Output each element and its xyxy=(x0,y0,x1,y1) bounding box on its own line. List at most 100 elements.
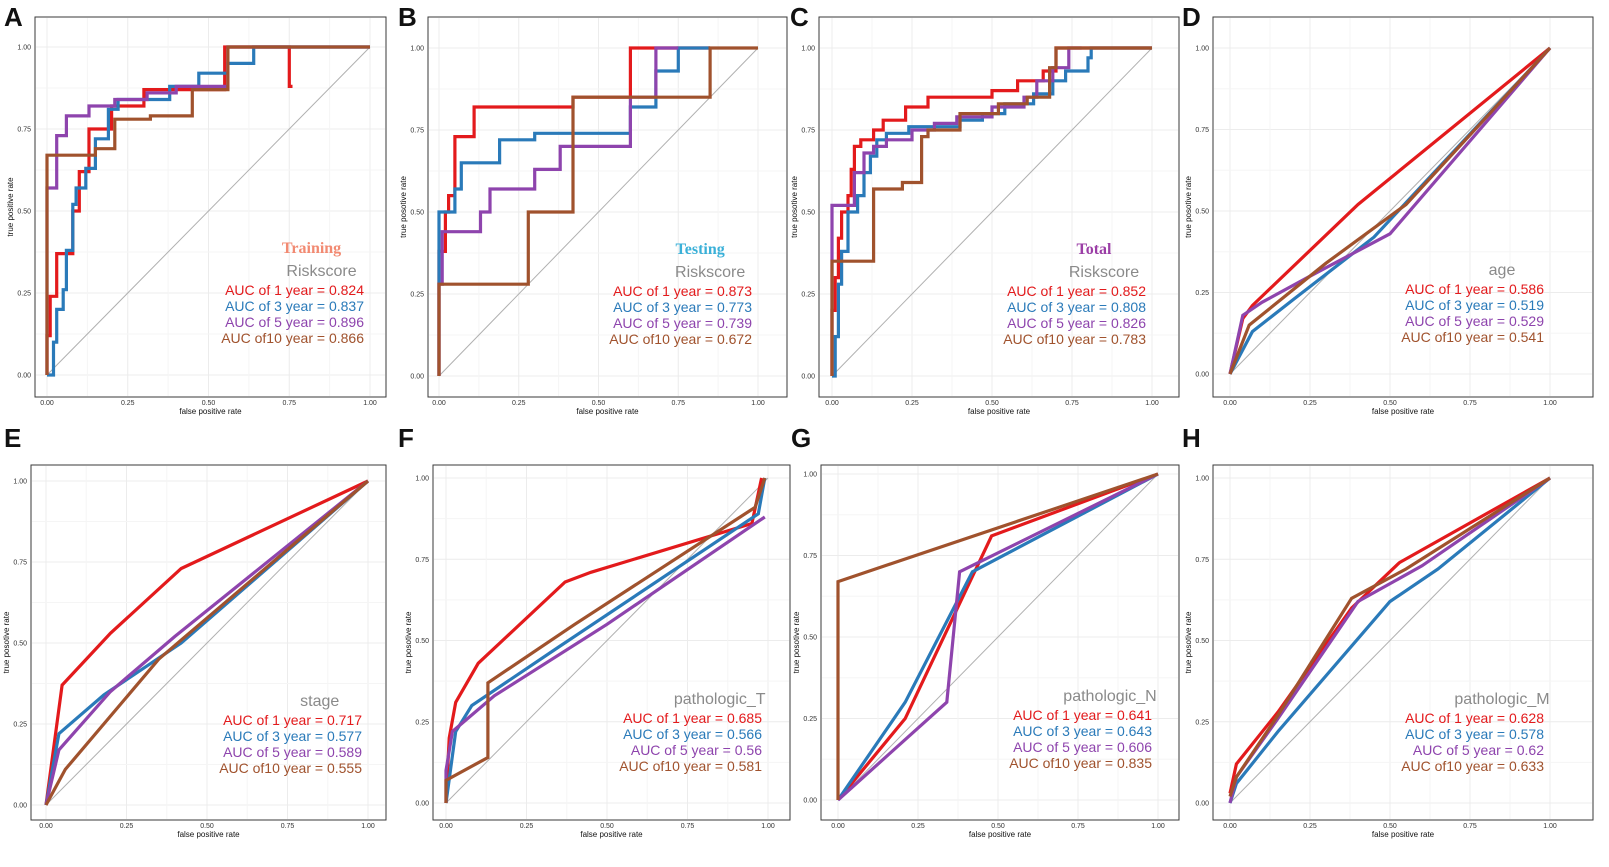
y-tick-label: 0.00 xyxy=(803,798,817,805)
roc-curve-year10 xyxy=(830,46,1152,376)
x-axis-title: false positive rate xyxy=(177,830,240,839)
roc-curve-year10 xyxy=(44,479,370,806)
roc-curve-year1 xyxy=(830,46,1152,376)
roc-panel-h: 0.00 0.00 0.25 0.25 0.50 0.50 0.75 0.75 1.00 1.00… xyxy=(1182,423,1594,839)
legend-auc-year1: AUC of 1 year = 0.873 xyxy=(613,283,752,299)
panel-letter: B xyxy=(398,2,417,32)
roc-panel-d: 0.00 0.00 0.25 0.25 0.50 0.50 0.75 0.75 1.00 1.00… xyxy=(1182,2,1594,416)
roc-curve-year5 xyxy=(830,46,1082,376)
roc-curve-year3 xyxy=(444,477,767,804)
x-axis-title: false positive rate xyxy=(1372,830,1435,839)
legend-variable-title: Riskscore xyxy=(675,264,745,281)
y-axis-title: true posotive rate xyxy=(792,611,801,673)
roc-curve-year5 xyxy=(444,515,766,803)
y-tick-label: 0.75 xyxy=(415,557,429,564)
legend-dataset-title: Training xyxy=(282,240,341,257)
roc-curve-year5 xyxy=(1228,46,1552,375)
reference-diagonal xyxy=(1229,477,1551,804)
y-tick-label: 0.25 xyxy=(1195,290,1209,297)
roc-curve-year3 xyxy=(832,46,1152,378)
legend-auc-year1: AUC of 1 year = 0.641 xyxy=(1013,707,1152,723)
x-tick-label: 0.00 xyxy=(432,400,446,407)
panel-frame xyxy=(1212,464,1594,821)
panel-letter: C xyxy=(790,2,809,32)
x-tick-label: 1.00 xyxy=(361,823,375,830)
x-tick-label: 0.00 xyxy=(825,400,839,407)
legend-auc-year10: AUC of10 year = 0.541 xyxy=(1401,329,1544,345)
y-tick-label: 0.75 xyxy=(1195,557,1209,564)
y-tick-label: 1.00 xyxy=(803,472,817,479)
panel-letter: A xyxy=(4,2,23,32)
roc-curve-year10 xyxy=(1228,476,1551,797)
y-axis-title: true posotive rate xyxy=(2,611,11,673)
legend-auc-year3: AUC of 3 year = 0.577 xyxy=(223,728,362,744)
x-tick-label: 0.50 xyxy=(202,400,216,407)
panel-letter: F xyxy=(398,423,414,453)
x-tick-label: 0.75 xyxy=(281,823,295,830)
roc-curve-year1 xyxy=(1228,476,1551,794)
y-tick-label: 0.50 xyxy=(410,210,424,217)
y-tick-label: 0.00 xyxy=(415,801,429,808)
x-axis-title: false positive rate xyxy=(969,830,1032,839)
y-tick-label: 0.25 xyxy=(17,291,31,298)
x-tick-label: 0.50 xyxy=(1383,823,1397,830)
x-tick-label: 0.25 xyxy=(512,400,526,407)
x-tick-label: 1.00 xyxy=(1543,823,1557,830)
legend-auc-year1: AUC of 1 year = 0.824 xyxy=(225,282,364,298)
y-tick-label: 0.75 xyxy=(410,128,424,135)
y-tick-label: 0.50 xyxy=(415,638,429,645)
legend-auc-year3: AUC of 3 year = 0.837 xyxy=(225,298,364,314)
y-axis-title: true posotive rate xyxy=(1184,176,1193,238)
x-tick-label: 0.00 xyxy=(39,823,53,830)
legend-auc-year5: AUC of 5 year = 0.589 xyxy=(223,744,362,760)
y-axis-title: true positive rate xyxy=(6,177,15,237)
roc-curve-year1 xyxy=(444,477,764,804)
x-tick-label: 0.00 xyxy=(831,823,845,830)
panel-frame xyxy=(818,16,1180,398)
x-tick-label: 0.75 xyxy=(1065,400,1079,407)
roc-panel-b: 0.00 0.00 0.25 0.25 0.50 0.50 0.75 0.75 1.00 1.00… xyxy=(398,2,788,416)
x-tick-label: 0.00 xyxy=(40,400,54,407)
roc-curve-year5 xyxy=(44,479,370,806)
legend-auc-year10: AUC of10 year = 0.555 xyxy=(219,760,362,776)
x-axis-title: false positive rate xyxy=(580,830,643,839)
roc-curve-year5 xyxy=(45,45,370,375)
y-tick-label: 1.00 xyxy=(415,476,429,483)
legend-variable-title: stage xyxy=(300,693,339,710)
roc-curve-year1 xyxy=(836,472,1159,802)
y-tick-label: 0.00 xyxy=(1195,372,1209,379)
roc-curve-year5 xyxy=(836,472,1159,802)
reference-diagonal xyxy=(837,473,1159,801)
y-axis-title: true posotive rate xyxy=(399,176,408,238)
legend-auc-year1: AUC of 1 year = 0.717 xyxy=(223,712,362,728)
y-tick-label: 0.50 xyxy=(803,635,817,642)
legend-auc-year5: AUC of 5 year = 0.896 xyxy=(225,314,364,330)
x-tick-label: 0.25 xyxy=(1303,400,1317,407)
reference-diagonal xyxy=(45,480,369,806)
legend-dataset-title: Total xyxy=(1077,241,1113,258)
legend-auc-year1: AUC of 1 year = 0.628 xyxy=(1405,710,1544,726)
y-tick-label: 0.25 xyxy=(410,292,424,299)
legend-auc-year5: AUC of 5 year = 0.739 xyxy=(613,315,752,331)
y-tick-label: 1.00 xyxy=(17,45,31,52)
y-tick-label: 0.00 xyxy=(13,803,27,810)
roc-curve-year3 xyxy=(47,45,370,377)
legend-variable-title: pathologic_M xyxy=(1454,691,1549,708)
x-tick-label: 0.25 xyxy=(911,823,925,830)
legend-auc-year10: AUC of10 year = 0.866 xyxy=(221,330,364,346)
legend-variable-title: Riskscore xyxy=(1069,264,1139,281)
roc-panel-a: 0.00 0.00 0.25 0.25 0.50 0.50 0.75 0.75 1.00 1.00… xyxy=(4,2,387,416)
legend-dataset-title: Testing xyxy=(676,241,725,258)
y-tick-label: 1.00 xyxy=(1195,476,1209,483)
x-tick-label: 0.75 xyxy=(282,400,296,407)
panel-letter: D xyxy=(1182,2,1201,32)
roc-panel-c: 0.00 0.00 0.25 0.25 0.50 0.50 0.75 0.75 1.00 1.00… xyxy=(790,2,1180,416)
y-tick-label: 1.00 xyxy=(410,46,424,53)
y-tick-label: 0.00 xyxy=(17,373,31,380)
y-tick-label: 1.00 xyxy=(801,46,815,53)
legend-auc-year10: AUC of10 year = 0.581 xyxy=(619,758,762,774)
y-tick-label: 0.50 xyxy=(1195,209,1209,216)
y-tick-label: 1.00 xyxy=(1195,46,1209,53)
legend-auc-year10: AUC of10 year = 0.835 xyxy=(1009,755,1152,771)
reference-diagonal xyxy=(438,47,759,377)
